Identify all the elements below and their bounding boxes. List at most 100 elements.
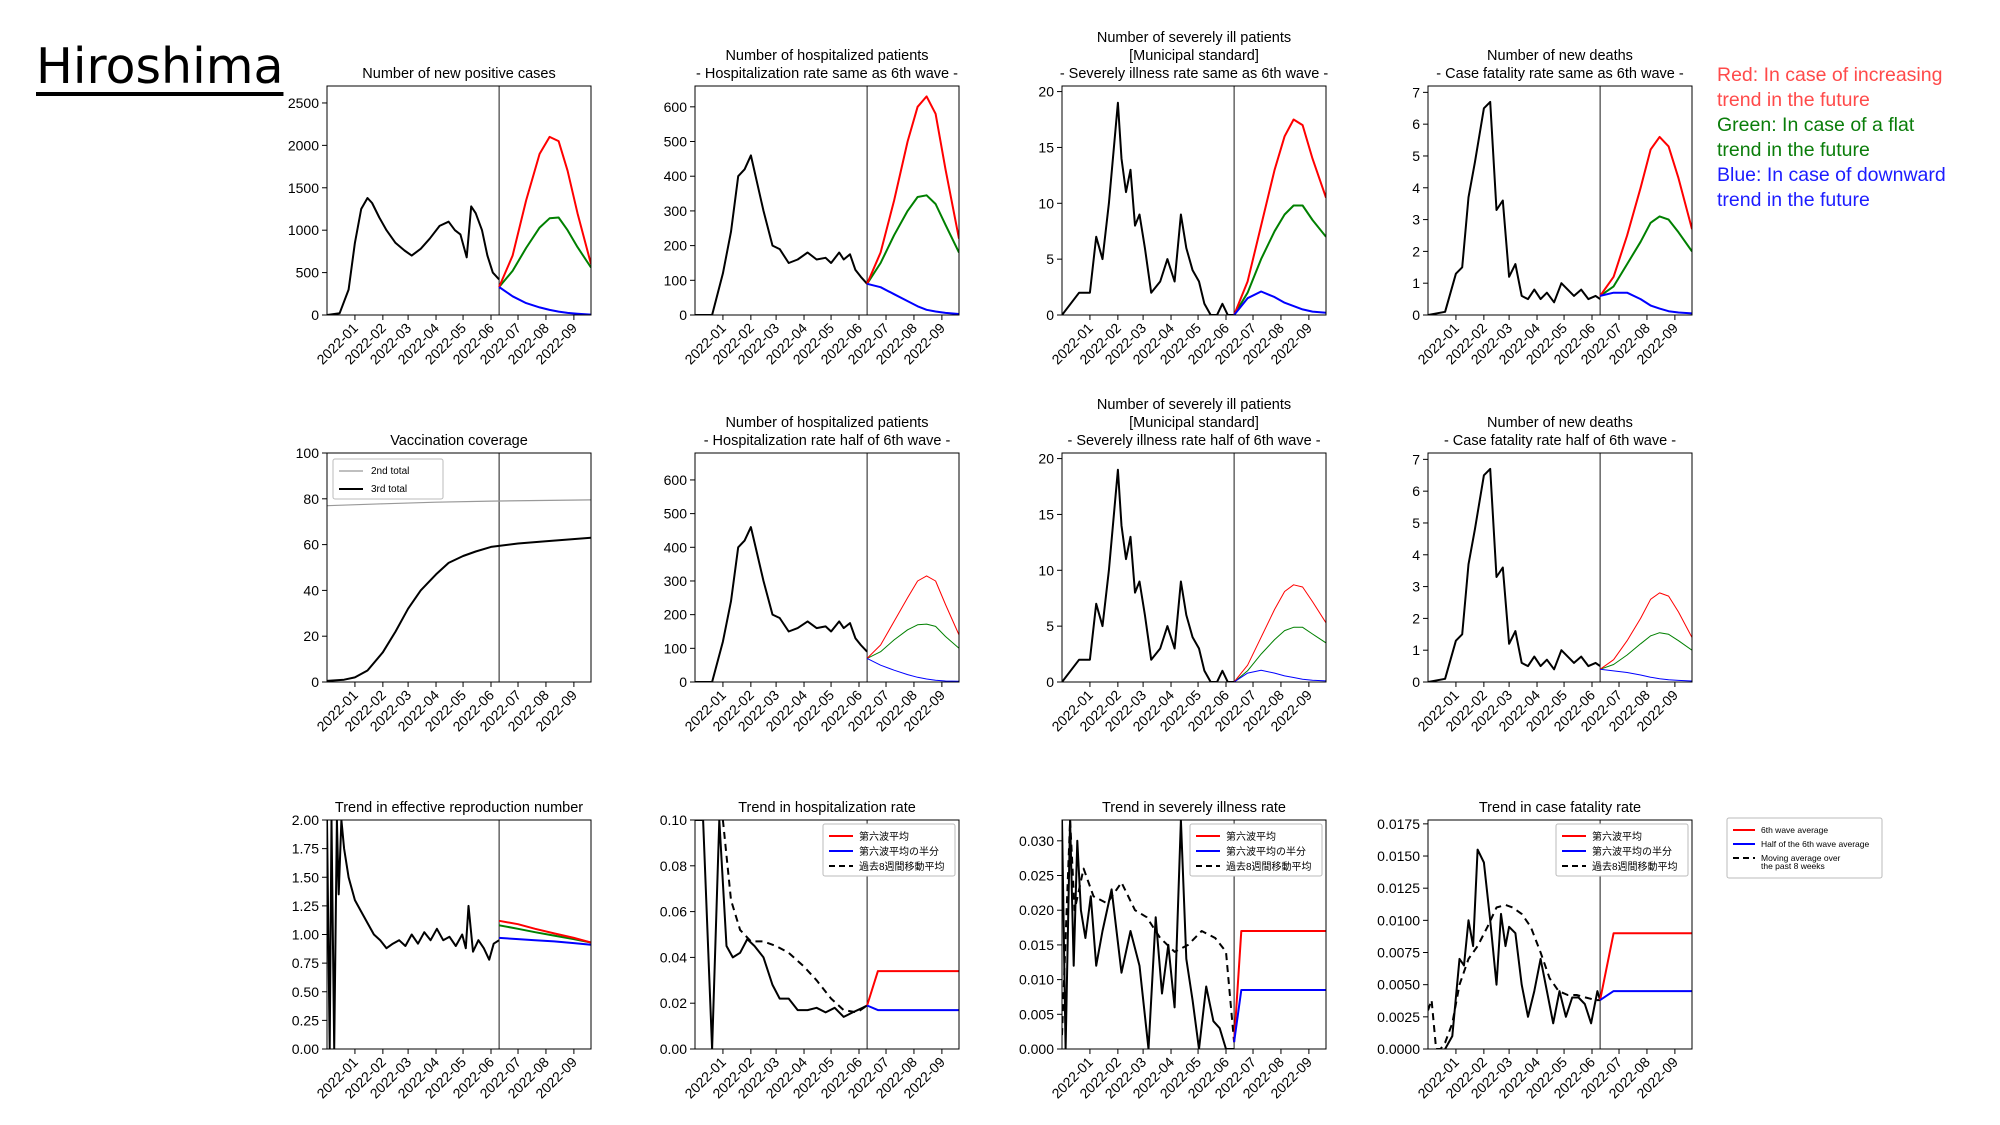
plot-frame (694, 819, 960, 1050)
y-tick: 100 (296, 445, 327, 461)
y-tick: 60 (303, 537, 327, 553)
y-tick-label: 3 (1412, 212, 1420, 228)
y-tick: 400 (664, 168, 695, 184)
rate-legend-entry: 6th wave average (1761, 825, 1828, 835)
y-tick: 0.020 (1019, 902, 1062, 918)
y-tick: 0.0150 (1377, 848, 1428, 864)
series-observed (1428, 100, 1601, 315)
rate-legend-english: 6th wave average Half of the 6th wave ave… (1726, 817, 1883, 879)
y-tick: 6 (1412, 483, 1428, 499)
chart-title: - Hospitalization rate same as 6th wave … (696, 66, 958, 82)
y-tick-label: 0.0075 (1377, 945, 1420, 961)
chart-title: [Municipal standard] (1129, 415, 1259, 431)
y-tick: 15 (1038, 139, 1062, 155)
series-downward (866, 657, 959, 682)
y-tick: 10 (1038, 562, 1062, 578)
chart-severe-same: Number of severely ill patients [Municipa… (1038, 30, 1328, 367)
region-title: Hiroshima (36, 38, 284, 95)
series-downward (1599, 990, 1692, 1001)
y-tick-label: 0.0025 (1377, 1009, 1420, 1025)
y-tick-label: 5 (1046, 618, 1054, 634)
chart-title: - Case fatality rate same as 6th wave - (1436, 66, 1684, 82)
chart-title: Trend in effective reproduction number (335, 800, 583, 816)
plot-area (327, 453, 591, 682)
y-tick: 200 (664, 607, 695, 623)
chart-fatality-rate: Trend in case fatality rate 0.0000 0.0025 0… (1377, 800, 1693, 1101)
plot-area (695, 820, 959, 1049)
y-tick: 0.0100 (1377, 912, 1428, 928)
y-tick: 0.0175 (1377, 816, 1428, 832)
chart-severe-rate: Trend in severely illness rate 0.000 0.005… (1019, 800, 1327, 1101)
y-tick-label: 0.0100 (1377, 912, 1420, 928)
y-tick: 500 (664, 506, 695, 522)
y-tick: 0.025 (1019, 868, 1062, 884)
legend-entry: 過去8週間移動平均 (1226, 860, 1312, 873)
y-tick: 0 (679, 307, 695, 323)
y-tick-label: 0.50 (292, 984, 319, 1000)
y-tick-label: 100 (664, 272, 688, 288)
chart-title: Number of new deaths (1487, 48, 1633, 64)
y-tick: 0.04 (660, 949, 695, 965)
series-increasing (1599, 932, 1692, 1001)
chart-title: Trend in case fatality rate (1479, 800, 1641, 816)
y-tick: 0.00 (292, 1041, 327, 1057)
y-tick: 500 (664, 134, 695, 150)
y-tick-label: 2000 (288, 137, 319, 153)
y-tick-label: 100 (296, 445, 320, 461)
y-tick: 3 (1412, 579, 1428, 595)
series-flat (1233, 626, 1326, 682)
y-tick-label: 10 (1038, 562, 1054, 578)
y-tick: 200 (664, 238, 695, 254)
series-observed (1062, 101, 1235, 315)
legend-entry: 過去8週間移動平均 (1592, 860, 1678, 873)
plot-frame (1427, 452, 1693, 683)
y-tick-label: 0.04 (660, 949, 687, 965)
y-tick: 1.25 (292, 898, 327, 914)
plot-frame (1427, 85, 1693, 316)
y-tick-label: 10 (1038, 195, 1054, 211)
y-tick-label: 20 (1038, 451, 1054, 467)
y-tick: 3 (1412, 212, 1428, 228)
chart-severe-half: Number of severely ill patients [Municipa… (1038, 397, 1327, 734)
chart-hospitalized-same: Number of hospitalized patients - Hospita… (664, 48, 960, 367)
y-tick-label: 4 (1412, 180, 1420, 196)
y-tick-label: 0.0175 (1377, 816, 1420, 832)
y-tick-label: 20 (1038, 84, 1054, 100)
y-tick: 2.00 (292, 812, 327, 828)
y-tick-label: 1.50 (292, 869, 319, 885)
y-tick: 4 (1412, 547, 1428, 563)
y-tick-label: 500 (296, 265, 320, 281)
y-tick: 4 (1412, 180, 1428, 196)
y-tick-label: 0.0125 (1377, 880, 1420, 896)
chart-title: - Severely illness rate half of 6th wave… (1067, 433, 1320, 449)
plot-frame (694, 452, 960, 683)
chart-title: Number of hospitalized patients (725, 415, 928, 431)
y-tick: 0.0050 (1377, 977, 1428, 993)
series-flat (866, 623, 959, 659)
y-tick-label: 600 (664, 99, 688, 115)
y-tick: 1.00 (292, 927, 327, 943)
y-tick-label: 0.030 (1019, 833, 1054, 849)
y-tick-label: 600 (664, 472, 688, 488)
y-tick: 0 (1412, 674, 1428, 690)
chart-title: - Case fatality rate half of 6th wave - (1444, 433, 1676, 449)
y-tick-label: 6 (1412, 116, 1420, 132)
series-observed (695, 526, 868, 682)
y-tick: 0.06 (660, 904, 695, 920)
y-tick-label: 0.25 (292, 1012, 319, 1028)
legend: 2nd total 3rd total (332, 458, 444, 500)
y-tick: 0.08 (660, 858, 695, 874)
series-flat (1233, 204, 1326, 315)
scenario-legend-green: Green: In case of a flat trend in the fu… (1717, 114, 1915, 161)
chart-hospitalized-half: Number of hospitalized patients - Hospita… (664, 415, 960, 734)
legend-entry: 第六波平均の半分 (1592, 845, 1672, 858)
chart-title: Vaccination coverage (390, 433, 528, 449)
chart-hosp-rate: Trend in hospitalization rate 0.00 0.02 0.0… (660, 800, 960, 1101)
y-tick-label: 80 (303, 491, 319, 507)
y-tick: 100 (664, 640, 695, 656)
y-tick: 0.50 (292, 984, 327, 1000)
y-tick-label: 1500 (288, 180, 319, 196)
chart-vaccination: Vaccination coverage0204060801002022-012… (296, 433, 592, 734)
series-increasing (1599, 135, 1692, 297)
